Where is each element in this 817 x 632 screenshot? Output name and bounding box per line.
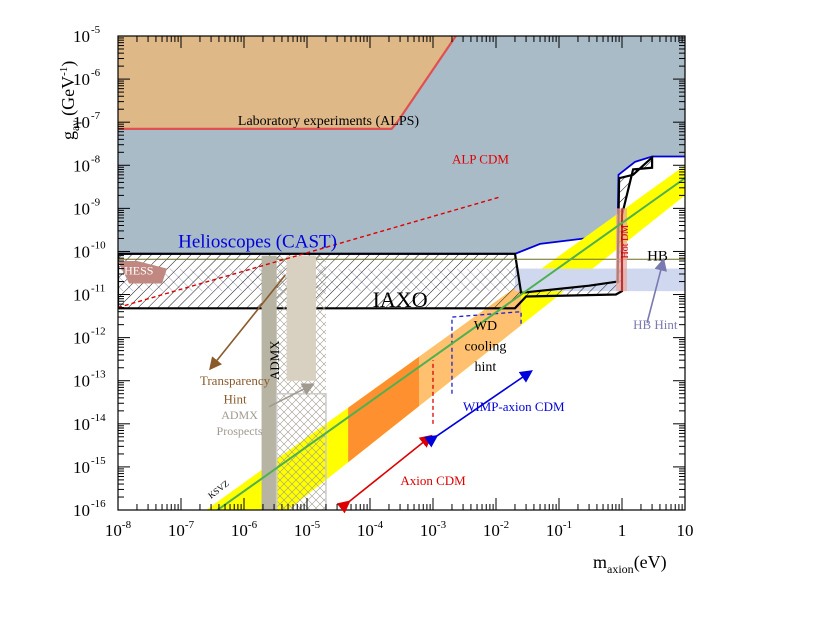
x-tick-label: 10-7 — [168, 519, 195, 540]
y-tick-exponent: -12 — [91, 326, 106, 338]
label-wd-cooling: cooling — [464, 340, 506, 355]
label-admx-prospects: ADMX — [221, 408, 258, 422]
label-iaxo: IAXO — [373, 287, 428, 312]
y-tick-label: 10 — [73, 70, 90, 89]
label-alps: Laboratory experiments (ALPS) — [238, 114, 420, 129]
y-tick-label: 10 — [73, 242, 90, 261]
y-tick-label: 10 — [73, 329, 90, 348]
y-tick-label: 10 — [73, 199, 90, 218]
alps-region — [118, 36, 456, 129]
y-tick-label: 10 — [73, 113, 90, 132]
y-tick-exponent: -5 — [91, 24, 101, 36]
x-tick-label: 10 — [677, 521, 694, 540]
y-tick-label: 10 — [73, 286, 90, 305]
regions-layer — [118, 36, 685, 510]
x-tick-label: 10-1 — [546, 519, 572, 540]
y-tick-exponent: -10 — [91, 239, 106, 251]
y-tick-exponent: -13 — [91, 369, 106, 381]
line-ksvz — [215, 177, 685, 510]
arrow-axion-cdm — [336, 434, 433, 514]
iaxo-region — [118, 155, 654, 310]
y-tick-exponent: -14 — [91, 412, 106, 424]
y-tick-exponent: -16 — [91, 498, 106, 510]
lines-layer — [118, 177, 685, 510]
arrow-admx-prospects — [268, 383, 315, 408]
label-transparency-hint: Hint — [223, 391, 247, 406]
y-tick-exponent: -15 — [91, 455, 106, 467]
y-tick-label: 10 — [73, 27, 90, 46]
y-tick-exponent: -7 — [91, 110, 101, 122]
y-tick-label: 10 — [73, 415, 90, 434]
admx-region — [261, 255, 277, 510]
label-hb-hint: HB Hint — [633, 317, 678, 332]
alps-boundary — [118, 36, 457, 130]
x-axis-title: maxion(eV) — [593, 552, 667, 576]
label-cast: Helioscopes (CAST) — [178, 231, 337, 252]
arrow-hb-hint — [646, 257, 667, 324]
label-wimp-axion: WIMP-axion CDM — [463, 399, 565, 414]
admx-prospects-region — [286, 255, 316, 381]
label-admx: ADMX — [267, 340, 282, 380]
y-tick-exponent: -6 — [91, 67, 101, 79]
label-hot-dm: Hot DM — [620, 225, 631, 259]
arrow-transparency — [209, 274, 286, 371]
y-tick-label: 10 — [73, 372, 90, 391]
line-alp-cdm — [118, 196, 499, 309]
y-tick-exponent: -11 — [91, 283, 105, 295]
wd-cooling-outline — [451, 310, 522, 394]
hb-hint-region — [514, 268, 685, 292]
x-tick-label: 10-8 — [105, 519, 132, 540]
label-alp-cdm: ALP CDM — [452, 151, 509, 166]
y-tick-exponent: -9 — [91, 196, 101, 208]
label-wd-hint: hint — [475, 360, 497, 375]
y-tick-label: 10 — [73, 501, 90, 520]
y-tick-label: 10 — [73, 458, 90, 477]
x-tick-label: 10-4 — [357, 519, 384, 540]
label-admx-prospects-2: Prospects — [217, 424, 263, 438]
y-tick-label: 10 — [73, 156, 90, 175]
label-hb: HB — [647, 248, 668, 264]
label-axion-cdm: Axion CDM — [400, 473, 466, 488]
x-tick-label: 1 — [618, 521, 627, 540]
label-hess: HESS — [124, 264, 153, 278]
labels-layer: Laboratory experiments (ALPS) Helioscopes… — [124, 114, 678, 514]
hess-region — [118, 261, 167, 284]
label-transparency: Transparency — [200, 373, 271, 388]
arrow-wimp-axion — [424, 370, 533, 448]
x-tick-label: 10-2 — [483, 519, 509, 540]
label-wd: WD — [474, 319, 497, 334]
x-tick-label: 10-5 — [294, 519, 321, 540]
x-tick-label: 10-6 — [231, 519, 258, 540]
y-axis-title: gaγ (GeV-1) — [58, 61, 82, 140]
x-tick-label: 10-3 — [420, 519, 447, 540]
y-tick-exponent: -8 — [91, 153, 101, 165]
